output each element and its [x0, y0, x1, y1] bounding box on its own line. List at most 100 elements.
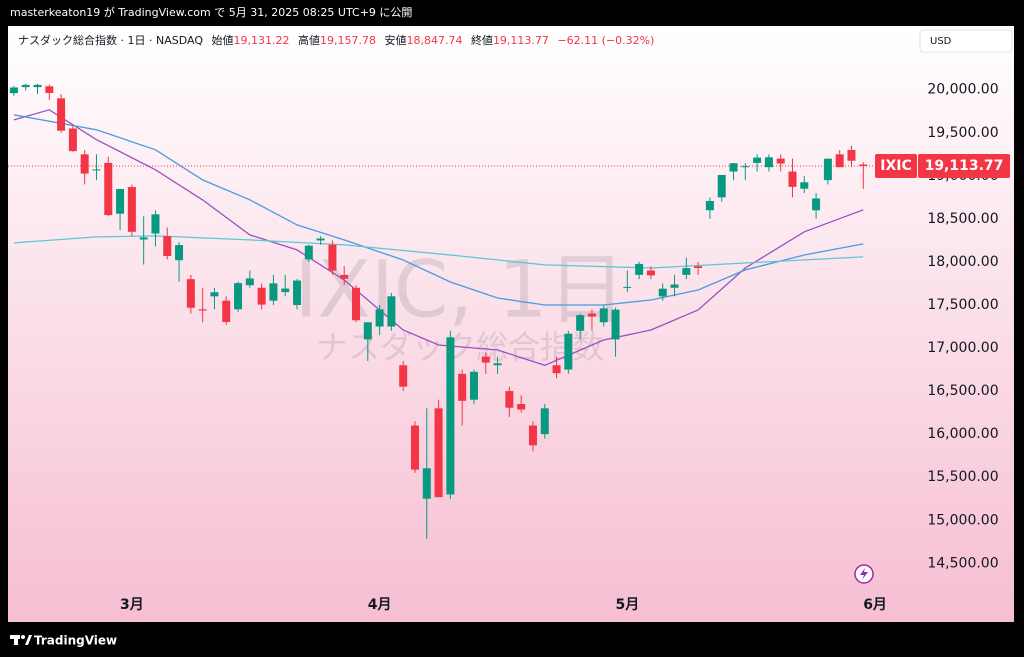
candle-body — [281, 288, 290, 293]
x-tick-label: 4月 — [368, 597, 392, 613]
candle-body — [375, 309, 384, 327]
candle-body — [623, 286, 632, 288]
candle-body — [505, 391, 514, 408]
candle-body — [234, 283, 243, 310]
candle-body — [528, 425, 537, 446]
high-value: 19,157.78 — [320, 34, 376, 47]
y-tick-label: 15,000.00 — [927, 512, 998, 528]
candle-body — [776, 158, 785, 164]
candle-body — [151, 214, 160, 234]
y-tick-label: 16,500.00 — [927, 383, 998, 399]
candle-body — [564, 333, 573, 370]
y-tick-label: 18,000.00 — [927, 254, 998, 270]
candle-body — [269, 283, 278, 301]
footer-brand: TradingView — [34, 634, 117, 648]
candle-body — [717, 174, 726, 198]
chart-area — [8, 26, 1014, 622]
candle-body — [328, 244, 337, 271]
candle-body — [139, 237, 148, 240]
logo-stem — [14, 635, 18, 645]
y-tick-label: 16,000.00 — [927, 426, 998, 442]
candle-body — [127, 187, 136, 232]
moving-average — [13, 109, 864, 366]
symbol-box — [875, 154, 917, 179]
y-tick-label: 15,500.00 — [927, 469, 998, 485]
candle-body — [363, 322, 372, 340]
candle-body — [175, 245, 184, 261]
open-label: 始値 — [211, 33, 233, 47]
candle-body — [812, 198, 821, 211]
price-label: 19,113.77 — [925, 158, 1004, 174]
candle-body — [198, 309, 207, 311]
candle-body — [658, 288, 667, 297]
candle-body — [859, 164, 868, 167]
candle-body — [387, 296, 396, 327]
candle-body — [245, 278, 254, 286]
candle-body — [21, 84, 30, 88]
candle-body — [469, 371, 478, 400]
open-value: 19,131.22 — [233, 34, 289, 47]
candle-body — [210, 292, 219, 297]
candle-body — [293, 280, 302, 305]
x-tick-label: 6月 — [863, 597, 887, 613]
candle-body — [847, 149, 856, 161]
high-label: 高値 — [298, 33, 320, 47]
candle-body — [57, 98, 66, 131]
candle-body — [517, 404, 526, 410]
candle-body — [741, 166, 750, 168]
candle-body — [410, 425, 419, 470]
candle-body — [576, 315, 585, 331]
price-box — [918, 154, 1010, 179]
candle-body — [68, 128, 77, 152]
candle-body — [92, 169, 101, 171]
candle-body — [729, 163, 738, 172]
symbol-title: ナスダック総合指数 · 1日 · NASDAQ — [18, 33, 203, 47]
close-value: 19,113.77 — [493, 34, 549, 47]
candle-body — [481, 356, 490, 363]
candle-body — [222, 300, 231, 322]
currency-box[interactable] — [919, 29, 1013, 53]
candle-body — [446, 337, 455, 495]
x-tick-label: 3月 — [120, 597, 144, 613]
candle-body — [399, 365, 408, 387]
watermark: IXIC, 1日 — [294, 245, 625, 335]
y-tick-label: 17,500.00 — [927, 297, 998, 313]
candle-body — [823, 158, 832, 181]
candle-body — [764, 157, 773, 168]
y-tick-label: 14,500.00 — [927, 555, 998, 571]
candle-body — [352, 287, 361, 321]
currency: USD — [930, 36, 952, 47]
candle-body — [587, 313, 596, 317]
tv-logo — [10, 635, 32, 645]
y-tick-label: 20,000.00 — [927, 82, 998, 98]
y-tick-label: 19,500.00 — [927, 125, 998, 141]
y-tick-label: 17,000.00 — [927, 340, 998, 356]
candle-body — [304, 245, 313, 260]
candle-body — [434, 408, 443, 498]
x-tick-label: 5月 — [615, 597, 639, 613]
candle-body — [753, 157, 762, 163]
candle-body — [116, 189, 125, 214]
candle-body — [104, 162, 113, 216]
candle-body — [316, 238, 325, 241]
change: −62.11 (−0.32%) — [557, 34, 654, 47]
close-label: 終値 — [471, 33, 493, 47]
candle-body — [835, 154, 844, 168]
candle-body — [186, 279, 195, 308]
candle-body — [800, 182, 809, 189]
legend-title: ナスダック総合指数 · 1日 · NASDAQ 始値19,131.22 高値19… — [18, 33, 654, 47]
candle-body — [340, 274, 349, 279]
candle-body — [705, 200, 714, 211]
candle-body — [163, 236, 172, 256]
candle-body — [45, 86, 54, 93]
candle-body — [694, 266, 703, 269]
moving-average — [13, 114, 864, 306]
candle-body — [682, 268, 691, 275]
low-label: 安値 — [384, 33, 406, 47]
logo-dot — [21, 635, 25, 639]
candle-body — [458, 373, 467, 401]
lightning — [860, 568, 868, 580]
symbol-label: IXIC — [880, 158, 912, 174]
